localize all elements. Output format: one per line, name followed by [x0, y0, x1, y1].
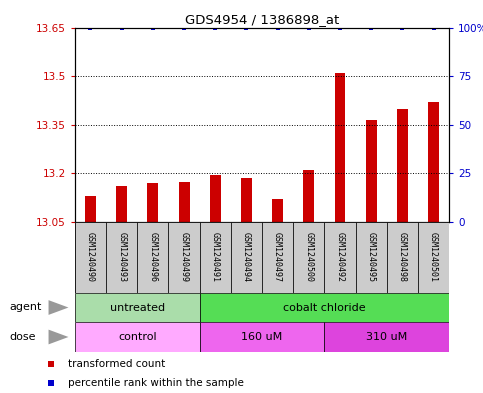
Text: GSM1240501: GSM1240501 [429, 232, 438, 283]
Polygon shape [48, 330, 69, 344]
Text: cobalt chloride: cobalt chloride [283, 303, 366, 312]
Bar [137, 222, 169, 293]
Bar [325, 222, 355, 293]
Bar [397, 108, 408, 222]
Bar [179, 182, 189, 222]
Bar [428, 102, 439, 222]
Bar [75, 222, 106, 293]
Text: 310 uM: 310 uM [366, 332, 408, 342]
Bar [355, 222, 387, 293]
Text: dose: dose [10, 332, 36, 342]
Title: GDS4954 / 1386898_at: GDS4954 / 1386898_at [185, 13, 339, 26]
Bar [75, 293, 199, 322]
Text: GSM1240492: GSM1240492 [336, 232, 344, 283]
Bar [199, 293, 449, 322]
Text: transformed count: transformed count [69, 359, 166, 369]
Bar [366, 120, 377, 222]
Text: GSM1240490: GSM1240490 [86, 232, 95, 283]
Bar [106, 222, 137, 293]
Text: GSM1240500: GSM1240500 [304, 232, 313, 283]
Bar [272, 199, 283, 222]
Bar [293, 222, 325, 293]
Bar [116, 186, 127, 222]
Bar [387, 222, 418, 293]
Text: GSM1240495: GSM1240495 [367, 232, 376, 283]
Bar [85, 196, 96, 222]
Text: untreated: untreated [110, 303, 165, 312]
Bar [303, 170, 314, 222]
Text: agent: agent [10, 302, 42, 312]
Bar [199, 322, 325, 352]
Bar [75, 322, 199, 352]
Bar [241, 178, 252, 222]
Bar [418, 222, 449, 293]
Text: GSM1240491: GSM1240491 [211, 232, 220, 283]
Bar [335, 73, 345, 222]
Bar [147, 183, 158, 222]
Text: 160 uM: 160 uM [242, 332, 283, 342]
Bar [262, 222, 293, 293]
Bar [210, 175, 221, 222]
Text: GSM1240496: GSM1240496 [148, 232, 157, 283]
Text: GSM1240498: GSM1240498 [398, 232, 407, 283]
Text: GSM1240499: GSM1240499 [180, 232, 188, 283]
Polygon shape [48, 300, 69, 315]
Text: GSM1240494: GSM1240494 [242, 232, 251, 283]
Bar [231, 222, 262, 293]
Text: GSM1240493: GSM1240493 [117, 232, 126, 283]
Text: percentile rank within the sample: percentile rank within the sample [69, 378, 244, 388]
Text: GSM1240497: GSM1240497 [273, 232, 282, 283]
Bar [169, 222, 199, 293]
Bar [199, 222, 231, 293]
Text: control: control [118, 332, 156, 342]
Bar [325, 322, 449, 352]
